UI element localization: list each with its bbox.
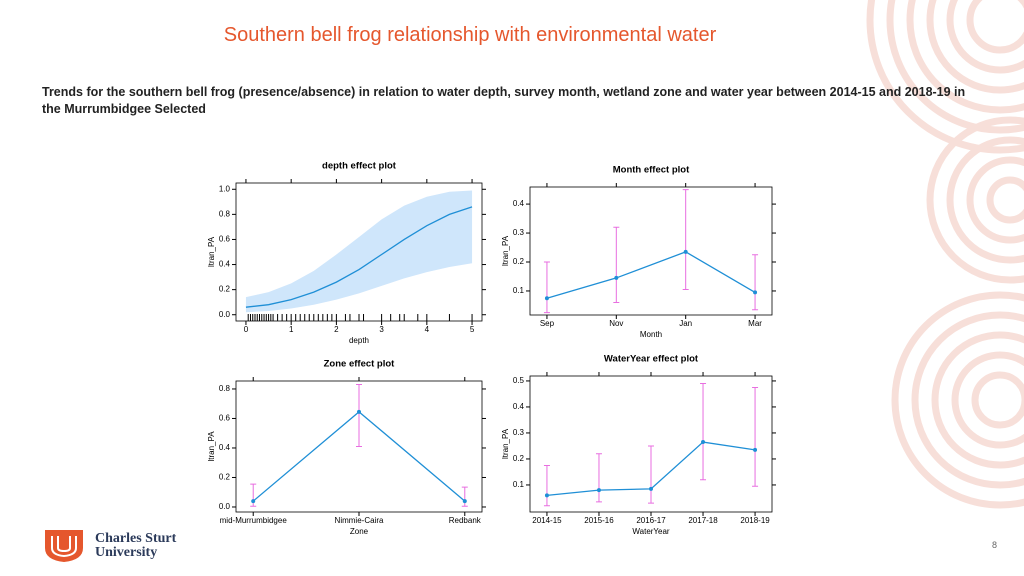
error-bar — [682, 189, 689, 291]
panel-title: depth effect plot — [322, 161, 397, 172]
y-tick-label: 0.4 — [513, 199, 525, 208]
error-bar — [613, 226, 620, 304]
slide-title: Southern bell frog relationship with env… — [223, 24, 717, 46]
y-tick-label: 0.2 — [219, 285, 231, 294]
plot-frame — [235, 380, 483, 513]
panel-title: Zone effect plot — [324, 359, 396, 370]
point — [701, 440, 706, 445]
y-tick-label: 0.4 — [513, 402, 525, 411]
x-tick-label: Mar — [748, 319, 762, 328]
point — [753, 290, 758, 295]
point — [544, 296, 549, 301]
y-tick-label: 0.6 — [219, 235, 231, 244]
logo-text: University — [95, 545, 158, 560]
error-bar — [700, 383, 707, 481]
point — [683, 249, 688, 254]
y-tick-label: 0.0 — [219, 310, 231, 319]
point — [251, 499, 256, 504]
x-axis-label: Month — [640, 330, 662, 339]
x-tick-label: Redbank — [449, 516, 482, 525]
effect-line — [546, 251, 756, 299]
y-tick-label: 0.3 — [513, 428, 525, 437]
y-tick-label: 0.3 — [513, 228, 525, 237]
y-tick-label: 0.4 — [219, 443, 231, 452]
y-tick-label: 0.2 — [219, 473, 231, 482]
x-tick-label: Nimmie-Caira — [335, 516, 384, 525]
effect-line — [245, 206, 473, 308]
page-number: 8 — [992, 540, 998, 550]
x-tick-label: 4 — [425, 325, 430, 334]
plot-frame — [529, 186, 773, 316]
confidence-band — [245, 190, 473, 313]
x-tick-label: 0 — [244, 325, 249, 334]
logo-text: Charles Sturt — [95, 531, 177, 546]
panel-title: Month effect plot — [613, 165, 690, 176]
point — [544, 493, 549, 498]
x-tick-label: Sep — [540, 319, 555, 328]
x-tick-label: 2014-15 — [532, 516, 562, 525]
decoration-mask — [860, 515, 1024, 576]
y-tick-label: 0.2 — [513, 257, 525, 266]
x-tick-label: 5 — [470, 325, 475, 334]
error-bar — [752, 386, 759, 487]
point — [357, 409, 361, 414]
error-bar — [356, 384, 362, 447]
slide-subtitle: Trends for the southern bell frog (prese… — [42, 85, 966, 116]
x-tick-label: 1 — [289, 325, 294, 334]
y-tick-label: 0.1 — [513, 286, 525, 295]
y-tick-label: 0.8 — [219, 209, 231, 218]
y-axis-label: ltran_PA — [501, 235, 510, 266]
y-tick-label: 0.1 — [513, 480, 525, 489]
error-bar — [752, 254, 759, 311]
point — [753, 447, 758, 452]
point — [596, 488, 601, 493]
error-bar — [595, 453, 602, 503]
x-tick-label: 2 — [334, 325, 339, 334]
error-bar — [648, 445, 654, 504]
y-tick-label: 0.0 — [219, 502, 231, 511]
plot-frame — [235, 182, 483, 322]
y-axis-label: ltran_PA — [207, 236, 216, 267]
x-tick-label: 2015-16 — [584, 516, 614, 525]
x-tick-label: Jan — [679, 319, 692, 328]
x-axis-label: Zone — [350, 527, 369, 536]
y-tick-label: 0.5 — [513, 376, 525, 385]
point — [462, 499, 467, 504]
logo-mark — [45, 530, 83, 562]
error-bar — [543, 261, 550, 314]
y-tick-label: 0.4 — [219, 260, 231, 269]
y-tick-label: 1.0 — [219, 184, 231, 193]
error-bar — [543, 464, 550, 507]
x-axis-label: depth — [349, 336, 369, 345]
plot-frame — [529, 375, 773, 513]
x-tick-label: 2018-19 — [740, 516, 770, 525]
y-axis-label: ltran_PA — [501, 428, 510, 459]
point — [614, 275, 619, 280]
panel-title: WaterYear effect plot — [604, 354, 699, 365]
y-tick-label: 0.2 — [513, 454, 525, 463]
y-tick-label: 0.8 — [219, 384, 231, 393]
x-tick-label: 3 — [379, 325, 384, 334]
y-axis-label: ltran_PA — [207, 431, 216, 462]
x-axis-label: WaterYear — [632, 527, 670, 536]
error-bar — [461, 486, 468, 507]
x-tick-label: 2017-18 — [688, 516, 718, 525]
x-tick-label: 2016-17 — [636, 516, 666, 525]
x-tick-label: Nov — [609, 319, 623, 328]
x-tick-label: mid-Murrumbidgee — [220, 516, 288, 525]
y-tick-label: 0.6 — [219, 414, 231, 423]
point — [649, 486, 653, 491]
decoration — [866, 0, 1024, 509]
